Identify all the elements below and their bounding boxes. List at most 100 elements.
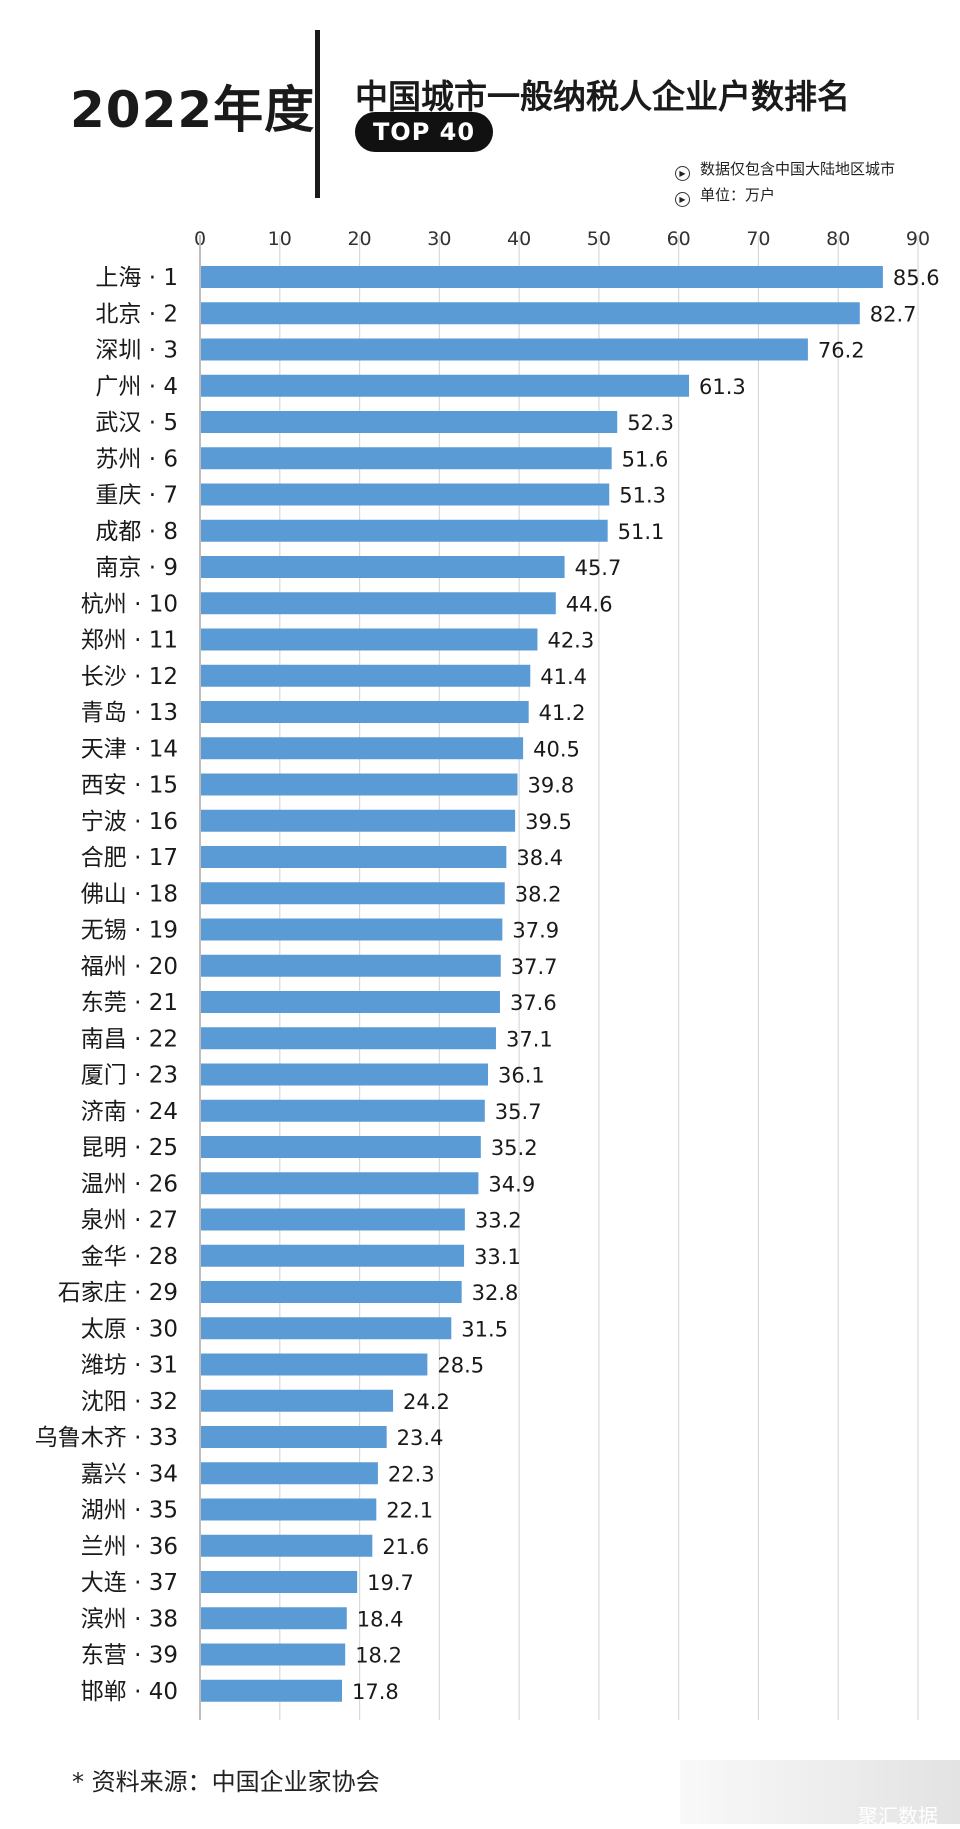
bar [200,266,883,288]
bar [200,701,529,723]
category-label: 重庆 · 7 [95,483,178,509]
data-label: 45.7 [575,556,622,580]
source-note: * 资料来源：中国企业家协会 [72,1768,380,1796]
category-label: 杭州 · 10 [81,591,178,617]
data-label: 37.6 [510,991,557,1015]
x-tick-label: 90 [906,228,930,250]
category-label: 苏州 · 6 [95,446,178,472]
x-tick-label: 50 [587,228,611,250]
data-label: 22.1 [386,1499,433,1523]
category-label: 西安 · 15 [81,773,178,799]
category-label: 北京 · 2 [95,301,178,327]
bar [200,1462,378,1485]
data-label: 38.2 [515,882,562,906]
category-label: 佛山 · 18 [81,881,178,907]
bar [200,1244,465,1267]
play-circle-icon: ▶ [675,166,690,181]
category-label: 乌鲁木齐 · 33 [35,1425,178,1451]
note-scope: ▶ 数据仅包含中国大陆地区城市 [675,158,895,181]
data-label: 51.1 [618,520,665,544]
chart-title: 中国城市一般纳税人企业户数排名 [355,77,850,116]
data-label: 42.3 [547,629,594,653]
category-label: 青岛 · 13 [81,700,178,726]
data-label: 36.1 [498,1064,545,1088]
category-label: 上海 · 1 [95,265,178,291]
data-label: 31.5 [461,1317,508,1341]
bar [200,1027,496,1050]
watermark-backdrop [680,1760,960,1824]
category-label: 济南 · 24 [81,1099,178,1125]
bar [200,519,608,542]
category-label: 滨州 · 38 [81,1606,178,1632]
category-label: 郑州 · 11 [81,628,178,654]
category-label: 南昌 · 22 [81,1026,178,1052]
data-label: 51.3 [619,484,666,508]
data-label: 18.2 [355,1644,402,1668]
bar [200,991,500,1013]
data-label: 17.8 [352,1680,399,1704]
category-label: 潍坊 · 31 [81,1353,178,1379]
bar [200,1172,479,1195]
data-label: 41.2 [539,701,586,725]
data-label: 39.8 [528,774,575,798]
category-label: 广州 · 4 [95,374,178,400]
data-label: 37.9 [512,919,559,943]
top40-badge: TOP 40 [355,112,493,152]
data-label: 33.1 [474,1245,521,1269]
data-label: 51.6 [622,447,669,471]
note-unit-text: 单位：万户 [700,186,776,204]
x-tick-label: 30 [427,228,451,250]
bar [200,483,610,506]
data-label: 37.7 [511,955,558,979]
x-tick-label: 10 [268,228,292,250]
category-label: 湖州 · 35 [81,1498,178,1524]
x-tick-label: 70 [746,228,770,250]
bar [200,1317,452,1340]
x-tick-label: 20 [347,228,371,250]
category-label: 大连 · 37 [81,1570,178,1596]
data-label: 24.2 [403,1390,450,1414]
category-label: 温州 · 26 [81,1171,178,1197]
data-label: 32.8 [472,1281,519,1305]
category-label: 厦门 · 23 [81,1063,178,1089]
category-label: 昆明 · 25 [81,1135,178,1161]
data-label: 76.2 [818,339,865,363]
bar [200,1498,377,1521]
bar [200,1136,481,1158]
category-label: 合肥 · 17 [81,845,178,871]
category-label: 无锡 · 19 [81,918,178,944]
bar [200,809,516,832]
data-label: 21.6 [382,1535,429,1559]
category-label: 金华 · 28 [81,1244,178,1270]
category-label: 邯郸 · 40 [81,1679,178,1705]
category-label: 宁波 · 16 [81,809,178,835]
category-label: 南京 · 9 [95,555,178,581]
bar [200,737,524,760]
data-label: 41.4 [540,665,587,689]
data-label: 34.9 [488,1172,535,1196]
category-label: 深圳 · 3 [95,338,178,364]
data-label: 35.7 [495,1100,542,1124]
note-unit: ▶ 单位：万户 [675,184,775,207]
bar-chart: 0102030405060708090上海 · 185.6北京 · 282.7深… [35,228,940,1720]
data-label: 82.7 [870,302,917,326]
bar [200,628,538,651]
category-label: 福州 · 20 [81,954,178,980]
bar [200,1534,373,1557]
bar [200,592,556,615]
data-label: 85.6 [893,266,940,290]
data-label: 33.2 [475,1209,522,1233]
category-label: 天津 · 14 [81,736,178,762]
bar [200,556,565,578]
category-label: 泉州 · 27 [81,1208,178,1234]
bar [200,302,860,325]
data-label: 35.2 [491,1136,538,1160]
category-label: 石家庄 · 29 [58,1280,178,1306]
data-label: 37.1 [506,1027,553,1051]
data-label: 23.4 [397,1426,444,1450]
data-label: 19.7 [367,1571,414,1595]
bar [200,1063,488,1086]
x-tick-label: 80 [826,228,850,250]
bar [200,338,808,361]
data-label: 39.5 [525,810,572,834]
